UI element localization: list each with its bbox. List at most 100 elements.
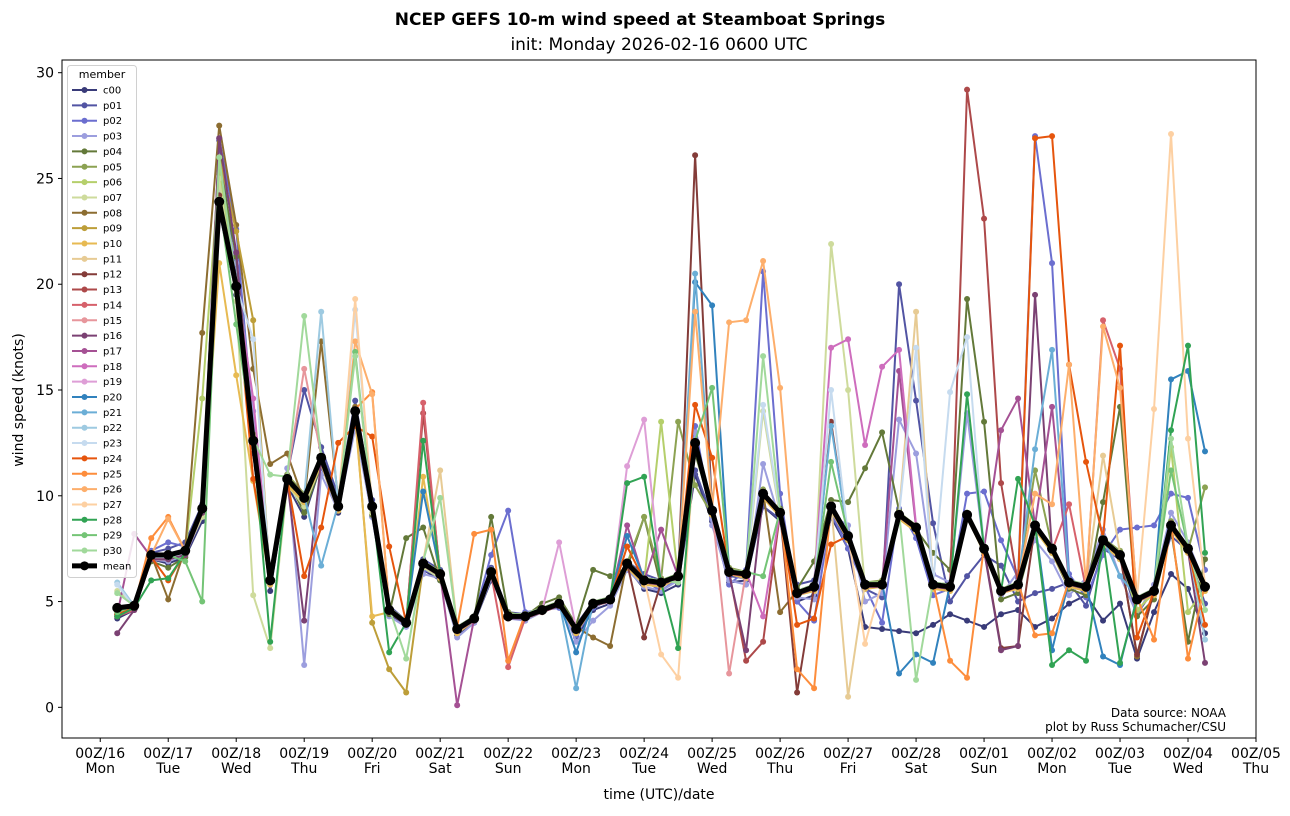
- legend-entry-p04: p04: [72, 147, 122, 158]
- data-point-p28: [386, 649, 393, 656]
- x-tick-day-label: Wed: [697, 761, 728, 777]
- data-point-p24: [335, 439, 342, 446]
- data-point-p09: [250, 317, 257, 324]
- data-point-mean: [486, 566, 497, 577]
- data-point-p12: [1134, 651, 1141, 658]
- data-point-p28: [267, 638, 274, 645]
- data-point-p16: [233, 249, 240, 256]
- data-point-c00: [964, 617, 971, 624]
- data-point-p11: [1100, 452, 1107, 459]
- data-point-p23: [828, 387, 835, 394]
- data-point-p30: [1168, 435, 1175, 442]
- data-point-p20: [709, 302, 716, 309]
- data-point-mean: [299, 492, 310, 503]
- data-point-p18: [896, 346, 903, 353]
- legend-entry-p24: p24: [72, 454, 122, 465]
- data-point-p17: [1015, 395, 1022, 402]
- data-point-p24: [1083, 458, 1090, 465]
- legend-label-p12: p12: [103, 270, 122, 281]
- data-point-p04: [420, 524, 427, 531]
- data-point-p12: [794, 689, 801, 696]
- x-tick-label: 00Z/04: [1163, 746, 1213, 762]
- x-tick-day-label: Tue: [155, 761, 180, 777]
- data-point-p26: [1100, 323, 1107, 330]
- data-point-p01: [998, 562, 1005, 569]
- legend-label-p22: p22: [103, 423, 122, 434]
- data-point-p25: [1185, 655, 1192, 662]
- data-point-p05: [692, 482, 699, 489]
- data-point-p30: [675, 579, 682, 586]
- x-tick-day-label: Sun: [495, 761, 522, 777]
- x-tick-day-label: Thu: [1242, 761, 1269, 777]
- data-point-p26: [1066, 361, 1073, 368]
- data-point-mean: [1183, 543, 1194, 554]
- x-tick-day-label: Sun: [971, 761, 998, 777]
- data-point-p24: [811, 615, 818, 622]
- data-point-p30: [1202, 607, 1209, 614]
- x-tick-label: 00Z/20: [347, 746, 397, 762]
- y-tick-label: 15: [36, 383, 54, 399]
- data-point-p04: [981, 418, 988, 425]
- data-point-p04: [556, 594, 563, 601]
- data-point-p30: [403, 655, 410, 662]
- data-point-p09: [386, 666, 393, 673]
- data-point-p24: [709, 454, 716, 461]
- data-point-p06: [1185, 609, 1192, 616]
- data-point-p24: [692, 401, 699, 408]
- data-point-mean: [265, 575, 276, 586]
- series-group: [112, 86, 1211, 709]
- legend-marker-p04: [81, 148, 88, 155]
- data-point-p28: [624, 480, 631, 487]
- data-point-mean: [877, 579, 888, 590]
- data-point-p21: [828, 422, 835, 429]
- series-p17: [114, 198, 1209, 709]
- data-point-c00: [1151, 609, 1158, 616]
- legend-label-p23: p23: [103, 439, 122, 450]
- legend-label-p27: p27: [103, 500, 122, 511]
- data-point-mean: [554, 598, 565, 609]
- data-point-p02: [964, 490, 971, 497]
- data-point-p04: [165, 564, 172, 571]
- x-tick-label: 00Z/02: [1027, 746, 1077, 762]
- data-point-mean: [656, 577, 667, 588]
- legend-entry-p02: p02: [72, 116, 122, 127]
- data-point-p27: [352, 296, 359, 303]
- legend-entry-p27: p27: [72, 500, 122, 511]
- data-point-p03: [862, 598, 869, 605]
- x-tick-day-label: Wed: [221, 761, 252, 777]
- data-point-p16: [301, 617, 308, 624]
- legend-marker-p26: [81, 486, 88, 493]
- data-point-p16: [1032, 291, 1039, 298]
- series-line-p15: [116, 198, 1206, 675]
- data-point-mean: [282, 473, 293, 484]
- data-point-p24: [828, 541, 835, 548]
- data-point-p02: [488, 552, 495, 559]
- data-point-p28: [1049, 662, 1056, 669]
- data-point-c00: [913, 630, 920, 637]
- data-point-p25: [488, 526, 495, 533]
- data-point-p26: [165, 516, 172, 523]
- data-point-p02: [1168, 490, 1175, 497]
- data-point-c00: [879, 626, 886, 633]
- data-point-p12: [828, 418, 835, 425]
- data-point-mean: [503, 611, 514, 622]
- legend-label-p17: p17: [103, 346, 122, 357]
- legend-marker-p02: [81, 117, 88, 124]
- y-tick-label: 25: [36, 171, 54, 187]
- data-point-p18: [250, 395, 257, 402]
- x-tick-day-label: Wed: [1173, 761, 1204, 777]
- data-point-p01: [1083, 602, 1090, 609]
- data-point-p03: [1066, 592, 1073, 599]
- data-point-p30: [352, 353, 359, 360]
- data-point-p02: [998, 537, 1005, 544]
- legend-label-p19: p19: [103, 377, 122, 388]
- data-point-mean: [401, 617, 412, 628]
- data-point-p04: [590, 566, 597, 573]
- data-point-mean: [197, 503, 208, 514]
- x-tick-label: 00Z/24: [619, 746, 669, 762]
- x-tick-day-label: Thu: [290, 761, 317, 777]
- series-line-p21: [116, 198, 1206, 690]
- data-point-mean: [1132, 594, 1143, 605]
- legend-marker-p10: [81, 240, 88, 247]
- data-point-p13: [964, 86, 971, 93]
